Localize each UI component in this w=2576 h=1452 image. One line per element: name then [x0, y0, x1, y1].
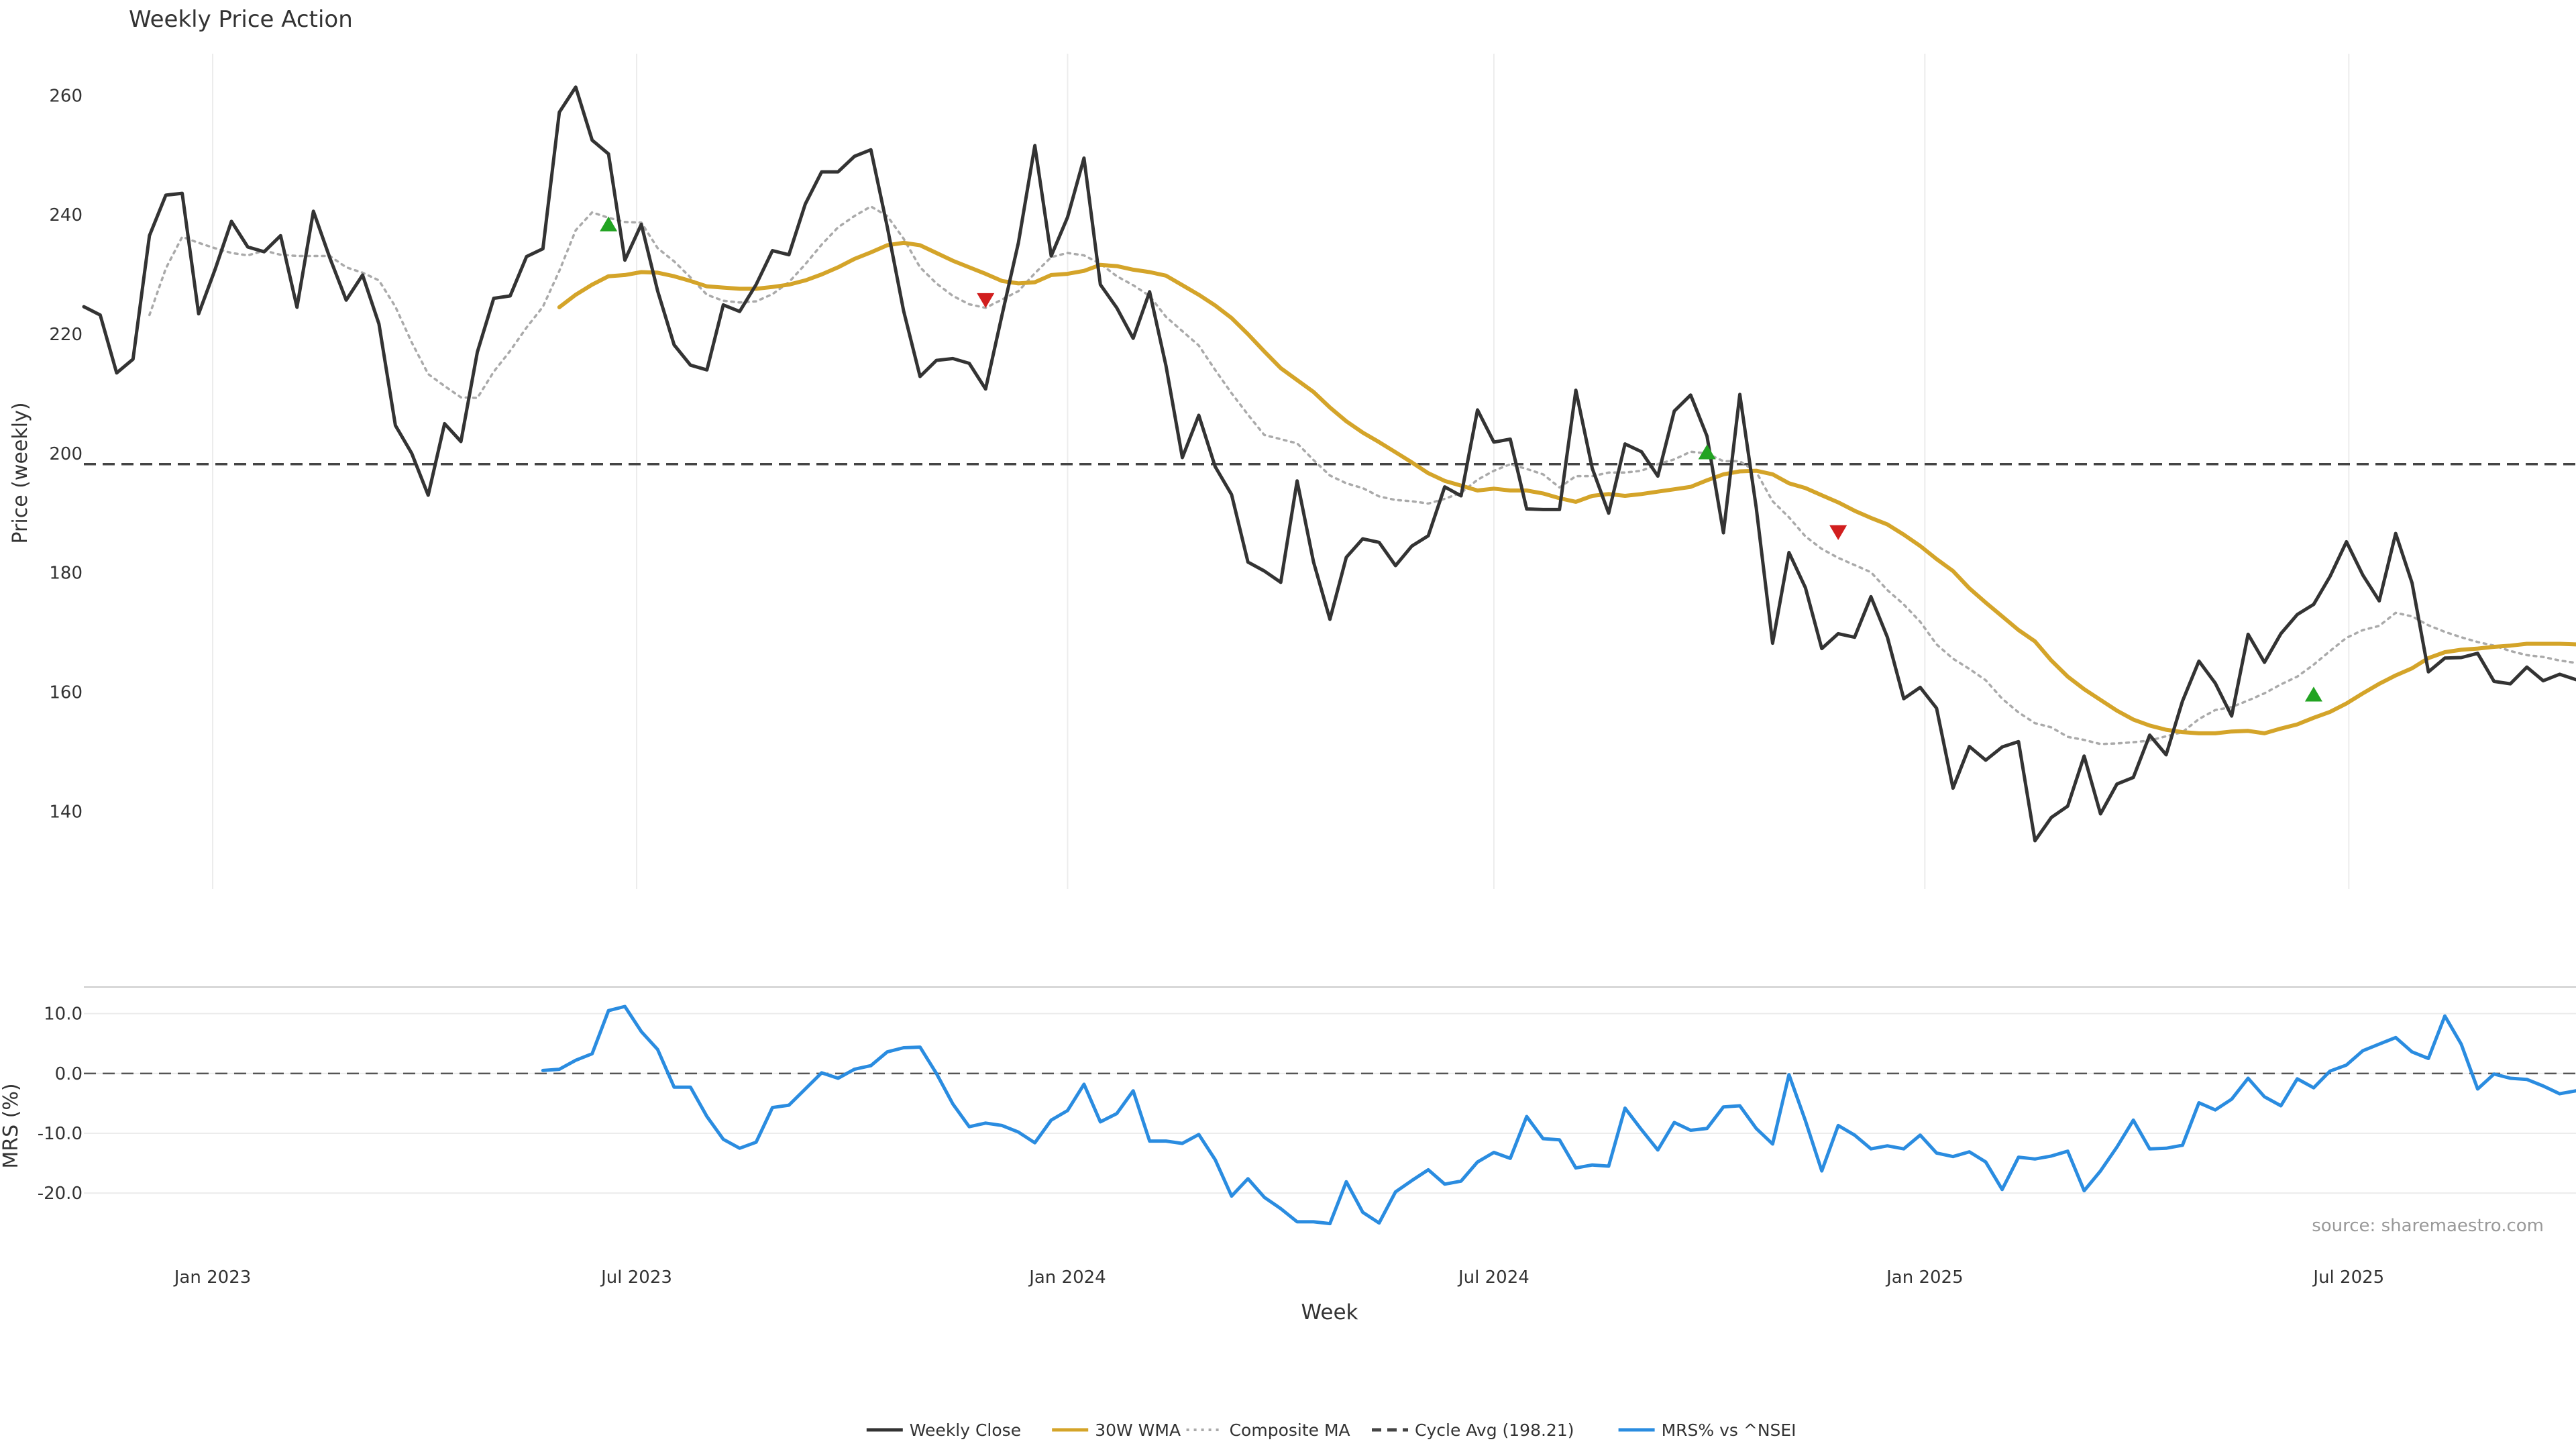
mrs-vs-nsei-line — [541, 1004, 2576, 1226]
signal-markers — [600, 216, 2322, 702]
source-note: source: sharemaestro.com — [2312, 1216, 2544, 1236]
legend-label: Cycle Avg (198.21) — [1415, 1420, 1574, 1440]
mrs-y-tick-label: -10.0 — [38, 1124, 83, 1144]
x-tick-label: Jul 2025 — [2312, 1267, 2384, 1288]
legend-item: Cycle Avg (198.21) — [1372, 1420, 1574, 1440]
legend-item: 30W WMA — [1052, 1420, 1181, 1440]
price-y-axis: 140 160 180 200 220 240 260 — [49, 86, 83, 822]
x-tick-label: Jul 2024 — [1457, 1267, 1529, 1288]
x-tick-label: Jan 2025 — [1885, 1267, 1964, 1288]
price-y-tick-label: 140 — [49, 802, 83, 822]
mrs-y-tick-label: -20.0 — [38, 1184, 83, 1204]
mrs-y-tick-label: 10.0 — [44, 1004, 83, 1025]
mrs-series — [541, 1004, 2576, 1226]
x-tick-label: Jan 2023 — [173, 1267, 252, 1288]
sell-signal-marker — [977, 293, 995, 308]
sell-signal-marker — [1829, 525, 1847, 540]
mrs-y-axis-label: MRS (%) — [0, 1083, 23, 1168]
buy-signal-marker — [1698, 444, 1716, 460]
legend-item: Composite MA — [1186, 1420, 1350, 1440]
30w-wma-line — [557, 240, 2576, 735]
price-series — [82, 85, 2576, 843]
legend-item: MRS% vs ^NSEI — [1618, 1420, 1796, 1440]
price-grid — [212, 54, 2350, 889]
x-tick-label: Jul 2023 — [600, 1267, 672, 1288]
mrs-y-tick-label: 0.0 — [55, 1064, 83, 1084]
legend: Weekly Close 30W WMA Composite MA Cycle Avg… — [866, 1420, 1796, 1440]
buy-signal-marker — [600, 216, 618, 231]
chart-title: Weekly Price Action — [129, 6, 353, 33]
price-y-tick-label: 160 — [49, 683, 83, 703]
legend-label: Composite MA — [1230, 1420, 1350, 1440]
mrs-y-axis: -20.0 -10.0 0.0 10.0 — [38, 1004, 83, 1204]
price-y-tick-label: 200 — [49, 444, 83, 464]
price-y-tick-label: 260 — [49, 86, 83, 106]
x-tick-label: Jan 2024 — [1028, 1267, 1106, 1288]
legend-label: Weekly Close — [910, 1420, 1021, 1440]
price-y-tick-label: 220 — [49, 325, 83, 345]
price-y-tick-label: 180 — [49, 564, 83, 584]
weekly-close-line — [82, 85, 2576, 843]
legend-item: Weekly Close — [866, 1420, 1021, 1440]
legend-label: MRS% vs ^NSEI — [1662, 1420, 1796, 1440]
x-axis: Jan 2023 Jul 2023 Jan 2024 Jul 2024 Jan 2025… — [173, 1267, 2384, 1288]
price-y-axis-label: Price (weekly) — [9, 402, 32, 543]
x-axis-label: Week — [1301, 1300, 1358, 1325]
price-y-tick-label: 240 — [49, 205, 83, 225]
buy-signal-marker — [2304, 686, 2322, 702]
legend-label: 30W WMA — [1095, 1420, 1181, 1440]
